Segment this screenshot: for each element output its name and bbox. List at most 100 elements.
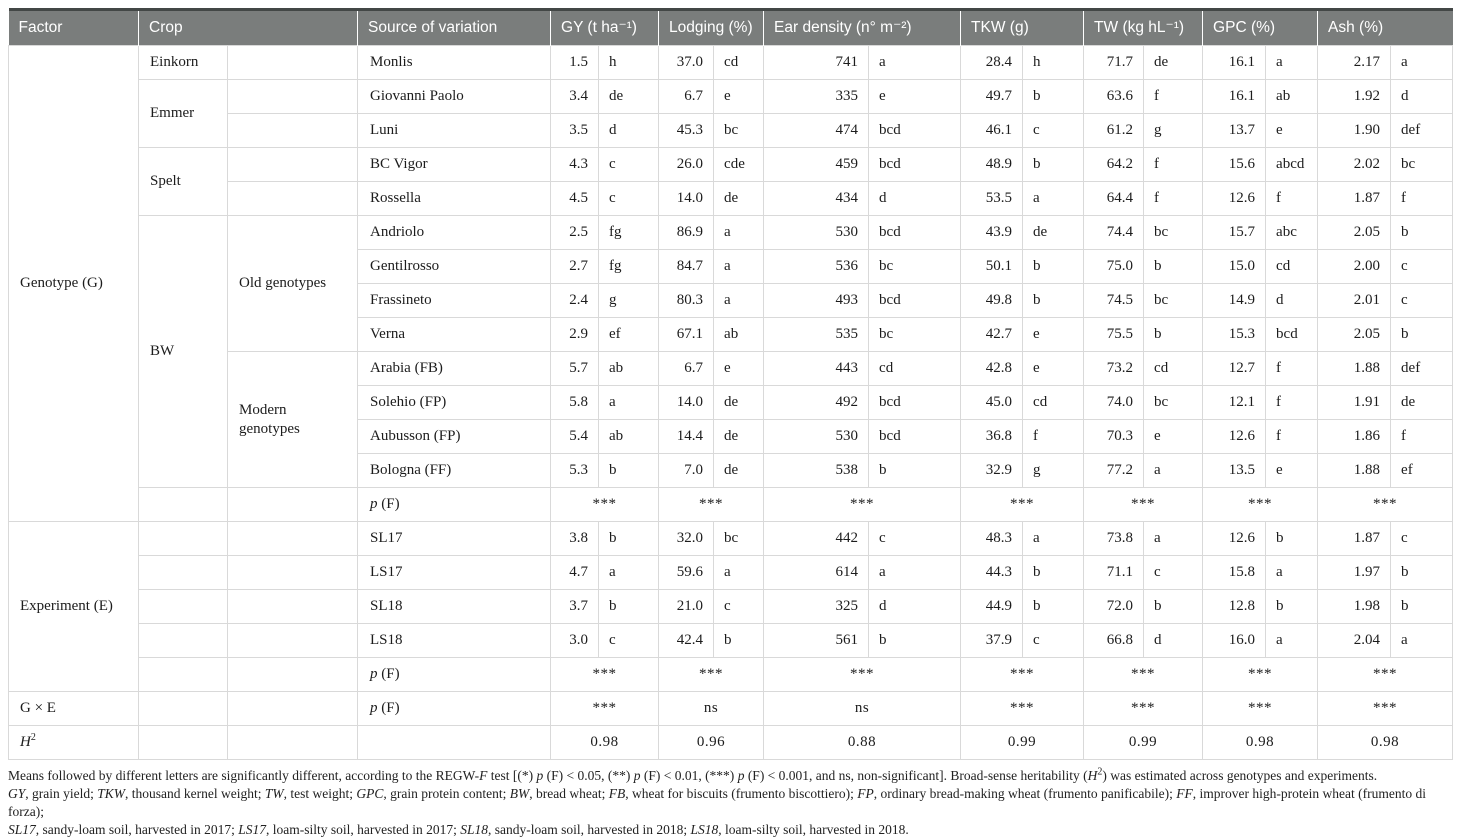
text-part: LS18 <box>690 822 719 837</box>
significance-letter-cell: c <box>868 521 962 556</box>
significance-cell: *** <box>658 487 765 522</box>
significance-letter-cell: g <box>598 283 660 318</box>
text-part: FP <box>857 786 874 801</box>
value-cell: 2.17 <box>1317 45 1392 80</box>
table-header: Factor Crop Source of variation GY (t ha⁻¹)… <box>8 8 1453 46</box>
text-part: , ordinary bread-making wheat (frumento … <box>873 786 1177 801</box>
value-cell: 74.0 <box>1083 385 1145 420</box>
factor-cell: H2 <box>8 725 139 760</box>
genotype-group-cell <box>226 589 359 624</box>
table-row: SL18 3.7 b 21.0 c 325 d 44.9 b 72.0 b 12.8 b 1.98 b <box>9 589 1454 624</box>
significance-letter-cell: f <box>1022 419 1085 454</box>
value-cell: 14.0 <box>658 385 715 420</box>
value-cell: 32.0 <box>658 521 715 556</box>
value-cell: 2.05 <box>1317 215 1392 250</box>
value-cell: 2.02 <box>1317 147 1392 182</box>
significance-letter-cell: bc <box>713 521 765 556</box>
significance-letter-cell: c <box>1390 283 1454 318</box>
text-part: (F) <box>377 496 400 513</box>
significance-letter-cell: abcd <box>1265 147 1319 182</box>
significance-letter-cell: c <box>1022 623 1085 658</box>
significance-letter-cell: b <box>1022 589 1085 624</box>
value-cell: 73.2 <box>1083 351 1145 386</box>
column-header: TKW (g) <box>960 8 1084 46</box>
genotype-group-cell: Old genotypes <box>226 215 359 352</box>
value-cell: 84.7 <box>658 249 715 284</box>
significance-letter-cell: def <box>1390 351 1454 386</box>
column-header: TW (kg hL⁻¹) <box>1083 8 1203 46</box>
significance-cell: 0.98 <box>550 725 660 760</box>
source-of-variation-cell: p (F) <box>357 691 552 726</box>
significance-letter-cell: bcd <box>868 113 962 148</box>
text-part: p <box>737 768 745 783</box>
text-part: GY <box>8 786 26 801</box>
value-cell: 1.97 <box>1317 555 1392 590</box>
value-cell: 12.1 <box>1202 385 1267 420</box>
significance-letter-cell: bcd <box>868 147 962 182</box>
significance-letter-cell: bc <box>868 317 962 352</box>
significance-letter-cell: a <box>713 249 765 284</box>
significance-letter-cell: b <box>1390 589 1454 624</box>
value-cell: 42.7 <box>960 317 1024 352</box>
significance-cell: 0.96 <box>658 725 765 760</box>
crop-cell <box>138 725 228 760</box>
source-of-variation-cell: Arabia (FB) <box>357 351 552 386</box>
significance-letter-cell: b <box>598 453 660 488</box>
significance-letter-cell: ab <box>598 419 660 454</box>
significance-cell: *** <box>1202 691 1319 726</box>
value-cell: 12.6 <box>1202 521 1267 556</box>
significance-letter-cell: de <box>1143 45 1204 80</box>
significance-letter-cell: def <box>1390 113 1454 148</box>
table-body: Genotype (G) Einkorn Monlis 1.5 h 37.0 cd 741 a 2… <box>8 45 1454 760</box>
value-cell: 5.3 <box>550 453 600 488</box>
table-row: Verna 2.9 ef 67.1 ab 535 bc 42.7 e 75.5 b 15.3 bcd 2.… <box>9 317 1454 352</box>
value-cell: 2.9 <box>550 317 600 352</box>
value-cell: 4.5 <box>550 181 600 216</box>
table-row: Solehio (FP) 5.8 a 14.0 de 492 bcd 45.0 cd 74.0 bc… <box>9 385 1454 420</box>
value-cell: 49.8 <box>960 283 1024 318</box>
significance-cell: *** <box>1317 657 1454 692</box>
value-cell: 2.05 <box>1317 317 1392 352</box>
significance-letter-cell: d <box>1265 283 1319 318</box>
significance-letter-cell: b <box>1390 215 1454 250</box>
significance-cell: *** <box>1202 487 1319 522</box>
significance-letter-cell: f <box>1265 181 1319 216</box>
source-of-variation-cell: Rossella <box>357 181 552 216</box>
significance-letter-cell: bc <box>1143 215 1204 250</box>
factor-cell: Genotype (G) <box>8 45 139 522</box>
crop-cell <box>138 487 228 522</box>
significance-letter-cell: f <box>1143 79 1204 114</box>
significance-letter-cell: d <box>598 113 660 148</box>
significance-letter-cell: h <box>598 45 660 80</box>
text-part: (F) < 0.01, (***) <box>640 768 738 783</box>
genotype-group-cell <box>226 657 359 692</box>
anova-results-table: Factor Crop Source of variation GY (t ha⁻¹)… <box>8 8 1454 760</box>
text-part: , grain yield; <box>25 786 98 801</box>
value-cell: 2.4 <box>550 283 600 318</box>
significance-letter-cell: de <box>598 79 660 114</box>
significance-letter-cell: a <box>713 283 765 318</box>
significance-letter-cell: b <box>713 623 765 658</box>
source-of-variation-cell: Andriolo <box>357 215 552 250</box>
significance-letter-cell: a <box>1022 521 1085 556</box>
text-part: , sandy-loam soil, harvested in 2017; <box>35 822 239 837</box>
text-part: FF <box>1176 786 1193 801</box>
text-part: (F) < 0.05, (**) <box>543 768 634 783</box>
significance-letter-cell: a <box>1265 623 1319 658</box>
significance-letter-cell: cd <box>1143 351 1204 386</box>
significance-letter-cell: e <box>713 79 765 114</box>
text-part: Means followed by different letters are … <box>8 768 480 783</box>
value-cell: 15.0 <box>1202 249 1267 284</box>
genotype-group-cell <box>226 521 359 556</box>
value-cell: 73.8 <box>1083 521 1145 556</box>
significance-letter-cell: cd <box>713 45 765 80</box>
value-cell: 71.1 <box>1083 555 1145 590</box>
value-cell: 3.4 <box>550 79 600 114</box>
genotype-group-cell <box>226 725 359 760</box>
table-row: p (F) *** *** *** *** *** *** *** <box>9 657 1454 692</box>
significance-letter-cell: abc <box>1265 215 1319 250</box>
significance-letter-cell: h <box>1022 45 1085 80</box>
value-cell: 12.8 <box>1202 589 1267 624</box>
source-of-variation-cell: LS18 <box>357 623 552 658</box>
